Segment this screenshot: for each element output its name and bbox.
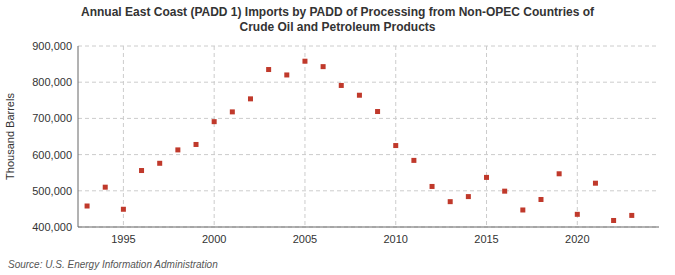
point [411, 158, 416, 163]
x-grid-line [123, 46, 124, 227]
point [357, 93, 362, 98]
x-tick-label: 2020 [565, 233, 589, 245]
y-tick-label: 500,000 [32, 185, 72, 197]
x-grid-line [395, 46, 396, 227]
y-tick-label: 800,000 [32, 76, 72, 88]
y-axis-label: Thousand Barrels [4, 93, 16, 180]
point [520, 207, 525, 212]
point [448, 199, 453, 204]
point [230, 109, 235, 114]
chart: Annual East Coast (PADD 1) Imports by PA… [0, 0, 675, 275]
point [321, 64, 326, 69]
point [139, 168, 144, 173]
point [393, 143, 398, 148]
point [430, 184, 435, 189]
x-tick-label: 2000 [202, 233, 226, 245]
y-tick-label: 400,000 [32, 221, 72, 233]
point [466, 194, 471, 199]
point [85, 204, 90, 209]
point [302, 59, 307, 64]
x-tick-label: 2010 [383, 233, 407, 245]
point [248, 96, 253, 101]
y-grid-line [78, 118, 659, 119]
x-tick-label: 1995 [111, 233, 135, 245]
title-line: Annual East Coast (PADD 1) Imports by PA… [81, 5, 595, 19]
title: Annual East Coast (PADD 1) Imports by PA… [81, 5, 595, 34]
point [212, 119, 217, 124]
x-grid-line [486, 46, 487, 227]
point [103, 185, 108, 190]
y-grid-line [78, 154, 659, 155]
source-note: Source: U.S. Energy Information Administ… [8, 259, 218, 270]
point [593, 181, 598, 186]
point [484, 175, 489, 180]
point [266, 67, 271, 72]
point [611, 218, 616, 223]
point [339, 83, 344, 88]
points [85, 59, 635, 223]
x-tick-label: 2015 [474, 233, 498, 245]
y-tick-label: 900,000 [32, 40, 72, 52]
point [557, 171, 562, 176]
point [502, 189, 507, 194]
point [575, 212, 580, 217]
point [538, 197, 543, 202]
y-tick-label: 700,000 [32, 112, 72, 124]
point [375, 109, 380, 114]
grid [78, 46, 659, 227]
point [629, 213, 634, 218]
title-line: Crude Oil and Petroleum Products [239, 20, 435, 34]
y-tick-label: 600,000 [32, 149, 72, 161]
y-axis-line [78, 46, 79, 227]
point [157, 161, 162, 166]
x-grid-line [577, 46, 578, 227]
point [284, 72, 289, 77]
x-grid-line [214, 46, 215, 227]
point [121, 207, 126, 212]
point [175, 147, 180, 152]
x-tick-label: 2005 [293, 233, 317, 245]
x-grid-line [304, 46, 305, 227]
y-grid-line [78, 227, 659, 228]
point [194, 142, 199, 147]
y-grid-line [78, 46, 659, 47]
x-axis-line [78, 227, 659, 228]
y-grid-line [78, 190, 659, 191]
y-grid-line [78, 82, 659, 83]
